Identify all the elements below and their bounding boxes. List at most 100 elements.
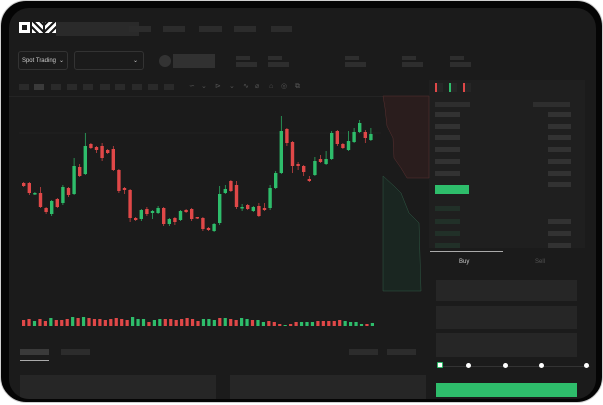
depth-bids bbox=[382, 175, 422, 292]
timeframe-button[interactable] bbox=[67, 84, 77, 90]
nav-item[interactable] bbox=[234, 26, 256, 32]
candle bbox=[274, 173, 278, 188]
pair-dropdown[interactable]: ⌄ bbox=[74, 51, 144, 70]
bids-only-icon[interactable] bbox=[449, 83, 457, 92]
volume-bar bbox=[136, 319, 140, 326]
ask-price bbox=[435, 159, 460, 164]
depth-asks bbox=[382, 95, 430, 179]
line-tool-icon[interactable]: ∽ bbox=[189, 83, 195, 90]
bid-price bbox=[435, 243, 460, 248]
timeframe-button[interactable] bbox=[100, 84, 110, 90]
slider-stop[interactable] bbox=[503, 363, 508, 368]
candle bbox=[240, 207, 244, 209]
timeframe-button[interactable] bbox=[51, 84, 61, 90]
volume-bar bbox=[332, 321, 336, 326]
volume-bar bbox=[354, 322, 358, 326]
pen-tool-icon[interactable]: ⊳ bbox=[215, 83, 221, 90]
volume-bar bbox=[234, 320, 238, 326]
timeframe-button[interactable] bbox=[164, 84, 174, 90]
candle bbox=[83, 146, 87, 174]
timeframe-button[interactable] bbox=[34, 84, 44, 90]
ask-amount bbox=[548, 124, 571, 129]
pair-name bbox=[173, 54, 215, 68]
timeframe-button[interactable] bbox=[132, 84, 142, 90]
slider-stop[interactable] bbox=[437, 362, 443, 368]
slider-track[interactable] bbox=[440, 366, 590, 367]
volume-bar bbox=[120, 319, 124, 326]
candle bbox=[324, 159, 328, 164]
amount-input[interactable] bbox=[436, 306, 577, 329]
app-screen: Spot Trading ⌄ ⌄ Buy Sell ∽ ⌄ ⊳ ⌄ ∿ ⌀ ⌂ ◎ ⧉ bbox=[9, 8, 596, 399]
asks-only-icon[interactable] bbox=[463, 83, 471, 92]
stat-value bbox=[345, 62, 366, 67]
last-price bbox=[435, 185, 469, 194]
bid-amount bbox=[548, 219, 571, 224]
tab-history[interactable] bbox=[61, 349, 90, 355]
buy-tab[interactable]: Buy bbox=[459, 259, 470, 265]
candle bbox=[313, 161, 317, 175]
bid-price bbox=[435, 231, 460, 236]
search-bar[interactable] bbox=[56, 22, 139, 36]
volume-bar bbox=[131, 317, 135, 326]
spot-trading-dropdown[interactable]: Spot Trading ⌄ bbox=[18, 51, 68, 70]
volume-bar bbox=[289, 324, 293, 326]
filter-button[interactable] bbox=[387, 349, 416, 355]
volume-bar bbox=[278, 324, 282, 326]
stat-value bbox=[450, 62, 471, 67]
chevron-down-icon: ⌄ bbox=[132, 58, 138, 64]
fullscreen-icon[interactable]: ⧉ bbox=[295, 83, 300, 90]
candle bbox=[201, 218, 205, 229]
candle bbox=[296, 164, 300, 166]
slider-stop[interactable] bbox=[466, 363, 471, 368]
candle bbox=[139, 210, 143, 219]
nav-item[interactable] bbox=[129, 26, 151, 32]
nav-item[interactable] bbox=[271, 26, 292, 32]
volume-bar bbox=[229, 319, 233, 326]
candle bbox=[346, 141, 351, 150]
wave-icon[interactable]: ∿ bbox=[243, 83, 249, 90]
eye-icon[interactable]: ◎ bbox=[281, 83, 288, 90]
stat-label bbox=[402, 56, 416, 60]
candle bbox=[369, 134, 373, 140]
slider-stop[interactable] bbox=[584, 363, 589, 368]
volume-bar bbox=[305, 322, 309, 326]
timeframe-button[interactable] bbox=[19, 84, 29, 90]
volume-bar bbox=[256, 320, 260, 326]
pair-avatar bbox=[159, 55, 171, 67]
volume-bar bbox=[349, 322, 353, 326]
price-input[interactable] bbox=[436, 280, 577, 301]
chevron-down-icon[interactable]: ⌄ bbox=[229, 83, 235, 90]
volume-bar bbox=[245, 319, 249, 326]
volume-bar bbox=[218, 318, 222, 326]
candle bbox=[302, 166, 306, 172]
volume-bar bbox=[81, 317, 86, 326]
timeframe-button[interactable] bbox=[83, 84, 93, 90]
volume-bar bbox=[49, 318, 53, 326]
candle bbox=[22, 183, 26, 186]
candlestick-chart[interactable] bbox=[9, 8, 596, 399]
total-input[interactable] bbox=[436, 333, 577, 357]
tab-open-orders[interactable] bbox=[20, 349, 49, 355]
volume-bar bbox=[54, 320, 58, 326]
candle bbox=[212, 224, 216, 231]
candle bbox=[234, 185, 239, 207]
volume-bar bbox=[207, 319, 211, 326]
timeframe-button[interactable] bbox=[148, 84, 158, 90]
lock-icon[interactable]: ⌂ bbox=[269, 83, 274, 90]
buy-button[interactable] bbox=[436, 383, 577, 397]
chevron-down-icon: ⌄ bbox=[59, 58, 65, 64]
ruler-icon[interactable]: ⌀ bbox=[255, 83, 260, 90]
both-sides-icon[interactable] bbox=[435, 83, 443, 92]
chevron-down-icon[interactable]: ⌄ bbox=[201, 83, 207, 90]
buy-tab-underline bbox=[430, 251, 503, 252]
stat-value bbox=[402, 62, 423, 67]
slider-stop[interactable] bbox=[539, 363, 544, 368]
filter-button[interactable] bbox=[349, 349, 378, 355]
nav-item[interactable] bbox=[163, 26, 185, 32]
sell-tab[interactable]: Sell bbox=[535, 259, 546, 265]
timeframe-button[interactable] bbox=[115, 84, 125, 90]
candle bbox=[178, 211, 183, 220]
candle bbox=[190, 209, 194, 219]
nav-item[interactable] bbox=[199, 26, 222, 32]
candle bbox=[330, 133, 334, 159]
